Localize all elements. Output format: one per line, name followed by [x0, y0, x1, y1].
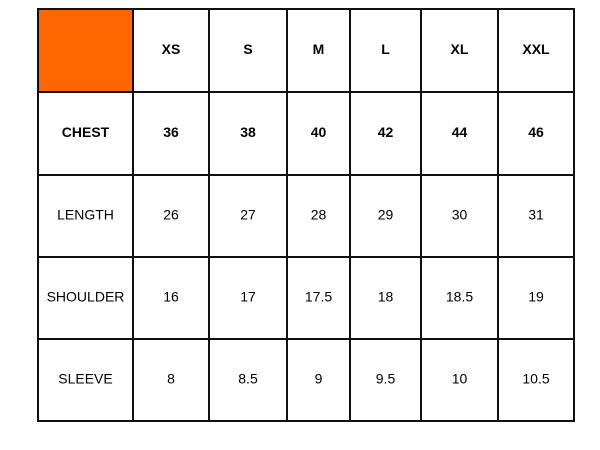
cell-value: 16	[163, 289, 179, 305]
cell-value: 28	[311, 207, 327, 223]
value-cell	[286, 174, 351, 258]
value-cell	[132, 338, 210, 422]
header-cell	[132, 8, 210, 93]
cell-value: 18.5	[446, 289, 473, 305]
value-cell	[208, 256, 288, 340]
value-cell	[286, 91, 351, 176]
value-cell	[132, 256, 210, 340]
value-cell	[420, 174, 499, 258]
value-cell	[208, 174, 288, 258]
corner-cell	[37, 8, 134, 93]
header-cell	[208, 8, 288, 93]
header-label: XL	[451, 41, 469, 57]
row-label: SHOULDER	[47, 289, 125, 305]
cell-value: 44	[452, 124, 468, 140]
row-label: SLEEVE	[58, 371, 112, 387]
cell-value: 10	[452, 371, 468, 387]
cell-value: 19	[528, 289, 544, 305]
cell-value: 10.5	[522, 371, 549, 387]
value-cell	[349, 174, 422, 258]
header-label: XXL	[522, 41, 550, 57]
cell-value: 30	[452, 207, 468, 223]
row-label-cell	[37, 174, 134, 258]
cell-value: 9.5	[376, 371, 396, 387]
cell-value: 38	[240, 124, 256, 140]
cell-value: 31	[528, 207, 544, 223]
value-cell	[497, 174, 575, 258]
value-cell	[132, 91, 210, 176]
value-cell	[497, 338, 575, 422]
cell-value: 26	[163, 207, 179, 223]
row-label: CHEST	[62, 124, 110, 140]
cell-value: 9	[315, 371, 323, 387]
cell-value: 17.5	[305, 289, 332, 305]
cell-value: 8.5	[238, 371, 258, 387]
row-label-cell	[37, 338, 134, 422]
value-cell	[286, 338, 351, 422]
value-cell	[420, 91, 499, 176]
cell-value: 18	[378, 289, 394, 305]
cell-value: 17	[240, 289, 256, 305]
cell-value: 42	[378, 124, 394, 140]
header-label: L	[381, 41, 390, 57]
cell-value: 27	[240, 207, 256, 223]
row-label-cell	[37, 256, 134, 340]
header-label: M	[313, 41, 325, 57]
header-label: S	[243, 41, 252, 57]
cell-value: 8	[167, 371, 175, 387]
header-label: XS	[162, 41, 181, 57]
value-cell	[497, 256, 575, 340]
row-label: LENGTH	[57, 207, 114, 223]
header-cell	[497, 8, 575, 93]
cell-value: 29	[378, 207, 394, 223]
cell-value: 40	[311, 124, 327, 140]
cell-value: 46	[528, 124, 544, 140]
cell-value: 36	[163, 124, 179, 140]
